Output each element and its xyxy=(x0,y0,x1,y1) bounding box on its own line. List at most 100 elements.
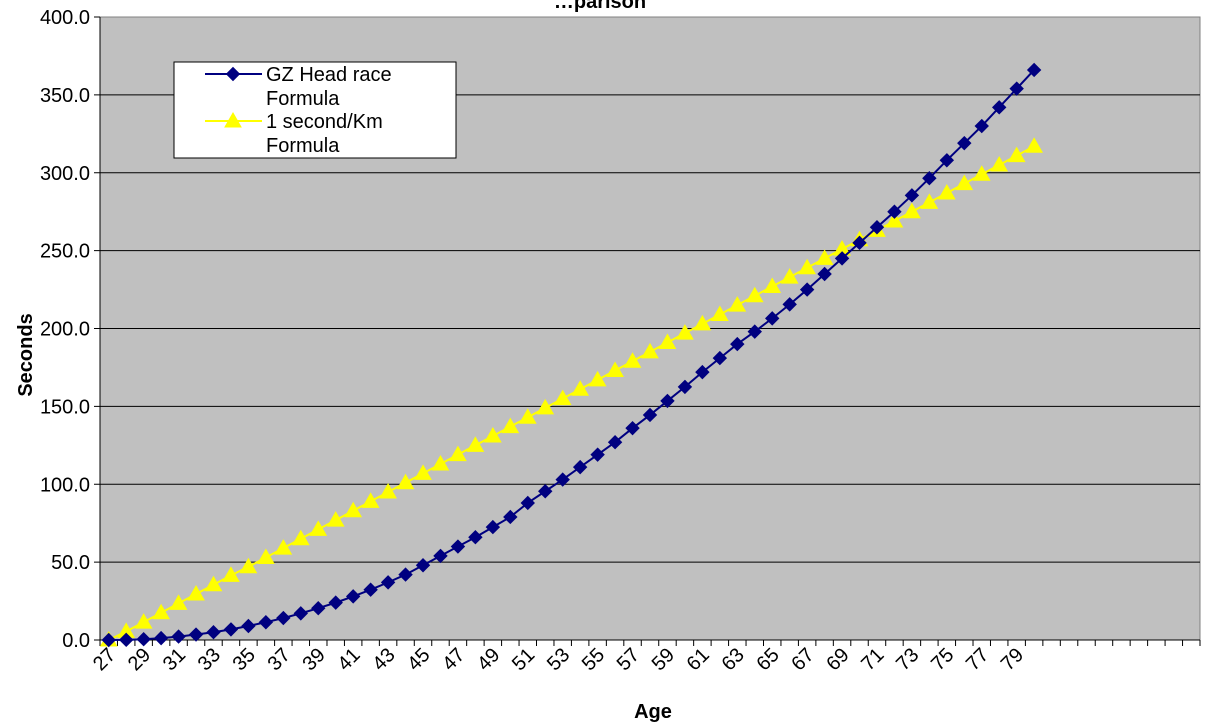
x-tick-label: 29 xyxy=(124,644,155,675)
x-axis-title: Age xyxy=(634,701,672,723)
diamond-marker xyxy=(660,393,675,409)
x-tick-label: 61 xyxy=(683,644,714,675)
y-tick-label: 400.0 xyxy=(40,7,90,29)
diamond-marker xyxy=(974,118,989,134)
x-axis-ticks: 27 29 31 33 35 37 39 41 43 45 47 49 51 53 55 57 59 61 63 65… xyxy=(89,640,1201,675)
diamond-marker xyxy=(503,509,518,525)
diamond-marker xyxy=(799,282,815,297)
x-tick-label: 59 xyxy=(648,644,679,675)
legend-label: 1 second/Km xyxy=(266,111,383,133)
triangle-marker xyxy=(937,183,956,200)
triangle-marker xyxy=(536,398,555,415)
triangle-marker xyxy=(763,277,782,293)
triangle-marker xyxy=(187,585,205,601)
x-tick-label: 73 xyxy=(892,644,923,675)
legend-label: GZ Head race xyxy=(266,64,392,86)
x-tick-label: 51 xyxy=(508,644,539,675)
y-tick-label: 200.0 xyxy=(40,319,90,341)
x-tick-label: 33 xyxy=(194,644,225,675)
diamond-marker xyxy=(450,539,466,554)
diamond-marker xyxy=(188,627,204,642)
triangle-marker xyxy=(920,193,939,209)
triangle-marker xyxy=(990,155,1009,172)
diamond-marker xyxy=(625,420,640,436)
diamond-marker xyxy=(939,153,955,168)
y-tick-label: 300.0 xyxy=(40,163,90,185)
chart-title: …parison xyxy=(554,0,646,13)
x-tick-label: 41 xyxy=(333,644,364,675)
triangle-marker xyxy=(955,174,974,191)
diamond-marker xyxy=(118,632,134,648)
triangle-marker xyxy=(431,454,450,471)
diamond-marker xyxy=(415,558,431,573)
legend-label: Formula xyxy=(266,88,340,110)
diamond-marker xyxy=(328,595,343,610)
x-tick-label: 49 xyxy=(473,644,504,675)
y-tick-label: 100.0 xyxy=(40,474,90,496)
diamond-marker xyxy=(957,135,972,151)
y-tick-label: 0.0 xyxy=(62,630,90,652)
x-tick-label: 53 xyxy=(543,644,574,675)
triangle-marker xyxy=(309,520,328,536)
x-tick-label: 43 xyxy=(368,644,399,675)
x-tick-label: 69 xyxy=(822,644,853,675)
diamond-marker xyxy=(695,364,710,380)
triangle-marker xyxy=(152,603,170,620)
triangle-marker xyxy=(972,165,991,181)
diamond-marker xyxy=(834,251,850,266)
diamond-marker xyxy=(433,548,448,564)
triangle-marker xyxy=(344,501,363,518)
diamond-marker xyxy=(1009,81,1024,96)
diamond-marker xyxy=(765,311,780,326)
triangle-marker xyxy=(745,286,764,303)
triangle-marker xyxy=(623,352,642,368)
triangle-marker xyxy=(641,342,659,359)
diamond-marker xyxy=(171,629,186,644)
diamond-marker xyxy=(520,495,535,511)
y-tick-label: 150.0 xyxy=(40,396,90,418)
y-tick-label: 50.0 xyxy=(51,552,90,574)
diamond-marker xyxy=(398,567,413,582)
triangle-marker xyxy=(780,268,799,284)
diamond-marker xyxy=(782,297,797,312)
triangle-marker xyxy=(693,314,712,331)
x-tick-label: 39 xyxy=(299,644,330,675)
x-tick-label: 37 xyxy=(264,644,295,675)
diamond-marker xyxy=(101,632,116,648)
triangle-marker xyxy=(222,566,240,582)
triangle-marker xyxy=(606,361,624,378)
x-tick-label: 75 xyxy=(927,644,958,675)
diamond-marker xyxy=(642,407,658,423)
diamond-marker xyxy=(869,220,885,235)
y-axis-title: Seconds xyxy=(15,313,37,396)
diamond-marker xyxy=(555,472,570,487)
legend-label: Formula xyxy=(266,135,340,157)
series-layer xyxy=(99,62,1043,648)
triangle-marker xyxy=(518,408,537,424)
diamond-marker xyxy=(223,622,239,637)
diamond-marker xyxy=(730,336,745,352)
diamond-marker xyxy=(225,66,241,82)
diamond-marker xyxy=(345,589,361,604)
legend-box xyxy=(173,61,457,159)
x-tick-label: 35 xyxy=(229,644,260,675)
diamond-marker xyxy=(677,379,693,395)
triangle-marker xyxy=(588,370,607,387)
diamond-marker xyxy=(276,610,291,626)
diamond-marker xyxy=(136,632,151,647)
x-tick-label: 45 xyxy=(403,644,434,675)
triangle-marker xyxy=(658,333,677,350)
triangle-marker xyxy=(257,548,275,564)
triangle-marker xyxy=(885,212,904,228)
triangle-marker xyxy=(291,529,310,546)
triangle-marker xyxy=(361,492,380,508)
diamond-marker xyxy=(363,582,378,597)
triangle-marker xyxy=(1025,137,1043,153)
triangle-marker xyxy=(710,305,729,321)
triangle-marker xyxy=(815,249,834,265)
y-tick-label: 350.0 xyxy=(40,85,90,107)
diamond-marker xyxy=(922,170,937,186)
